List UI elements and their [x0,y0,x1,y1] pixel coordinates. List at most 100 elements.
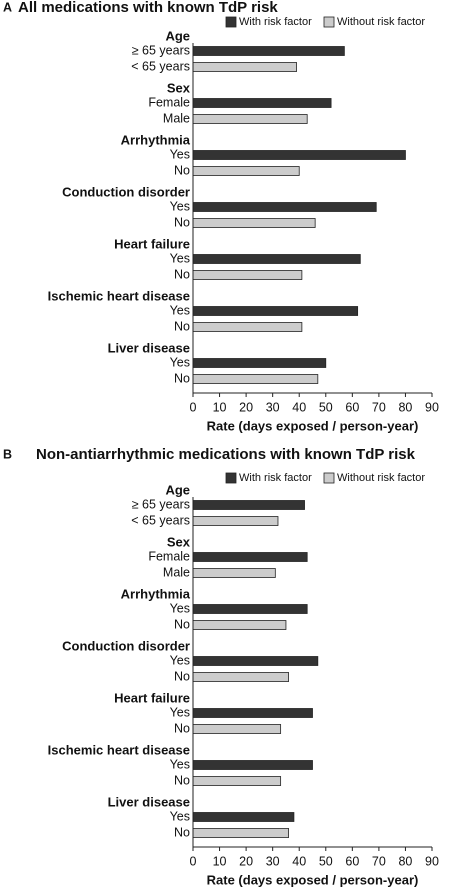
row-label: No [174,163,190,177]
row-label: Yes [170,199,190,213]
row-label: Yes [170,147,190,161]
chart-title: All medications with known TdP risk [18,0,278,16]
row-label: No [174,825,190,839]
legend-label: With risk factor [239,472,312,484]
row-label: Male [163,565,190,579]
group-header: Liver disease [108,794,190,809]
row-label: No [174,721,190,735]
bar [192,812,295,822]
legend-swatch [225,16,237,28]
x-tick-label: 40 [292,400,306,414]
row-label: Yes [170,251,190,265]
bar [192,568,276,578]
group-header: Heart failure [114,690,190,705]
bar [192,62,297,72]
panel-label: B [3,447,12,461]
bar [192,202,377,212]
x-tick-label: 30 [266,854,280,868]
row-label: No [174,215,190,229]
bar [192,306,359,316]
bar [192,46,345,56]
row-label: No [174,371,190,385]
legend-swatch [225,472,237,484]
group-header: Heart failure [114,236,190,251]
row-label: Female [148,95,190,109]
row-label: Yes [170,757,190,771]
group-header: Sex [167,80,191,95]
group-header: Age [165,28,190,43]
legend-label: Without risk factor [337,472,425,484]
row-label: < 65 years [131,513,190,527]
bar [192,604,308,614]
row-label: Yes [170,601,190,615]
x-tick-label: 10 [213,854,227,868]
x-tick-label: 80 [398,854,412,868]
bar [192,708,313,718]
bar [192,500,305,510]
x-tick-label: 60 [345,400,359,414]
legend-swatch [323,472,335,484]
bar [192,270,303,280]
group-header: Arrhythmia [121,586,191,601]
row-label: ≥ 65 years [132,43,190,57]
row-label: ≥ 65 years [132,497,190,511]
x-tick-label: 0 [190,854,197,868]
group-header: Ischemic heart disease [48,288,190,303]
x-tick-label: 70 [372,854,386,868]
x-tick-label: 10 [213,400,227,414]
x-tick-label: 50 [319,400,333,414]
group-header: Ischemic heart disease [48,742,190,757]
x-tick-label: 20 [239,854,253,868]
row-label: Yes [170,653,190,667]
x-axis-label: Rate (days exposed / person-year) [207,418,419,433]
x-tick-label: 60 [345,854,359,868]
panel-label: A [3,0,12,14]
group-header: Liver disease [108,340,190,355]
bar [192,620,287,630]
x-tick-label: 20 [239,400,253,414]
x-tick-label: 50 [319,854,333,868]
bar [192,672,289,682]
legend-label: Without risk factor [337,16,425,28]
bar [192,724,282,734]
row-label: < 65 years [131,59,190,73]
x-tick-label: 80 [398,400,412,414]
legend-label: With risk factor [239,16,312,28]
bar [192,828,289,838]
x-tick-label: 0 [190,400,197,414]
bar [192,166,300,176]
bar [192,552,308,562]
bar [192,374,319,384]
row-label: No [174,319,190,333]
x-tick-label: 30 [266,400,280,414]
group-header: Age [165,482,190,497]
group-header: Conduction disorder [62,184,190,199]
row-label: No [174,669,190,683]
x-tick-label: 90 [425,400,439,414]
x-tick-label: 90 [425,854,439,868]
bar [192,776,282,786]
row-label: Yes [170,303,190,317]
bar [192,760,313,770]
row-label: Female [148,549,190,563]
bar [192,114,308,124]
row-label: Yes [170,705,190,719]
x-tick-label: 70 [372,400,386,414]
group-header: Sex [167,534,191,549]
bar [192,218,316,228]
bar [192,254,361,264]
bar [192,322,303,332]
group-header: Conduction disorder [62,638,190,653]
bar [192,516,279,526]
row-label: No [174,267,190,281]
bar [192,98,332,108]
row-label: Male [163,111,190,125]
row-label: Yes [170,809,190,823]
row-label: Yes [170,355,190,369]
chart-title: Non-antiarrhythmic medications with know… [36,446,416,463]
bar [192,656,319,666]
bar [192,358,327,368]
x-tick-label: 40 [292,854,306,868]
x-axis-label: Rate (days exposed / person-year) [207,872,419,887]
legend-swatch [323,16,335,28]
